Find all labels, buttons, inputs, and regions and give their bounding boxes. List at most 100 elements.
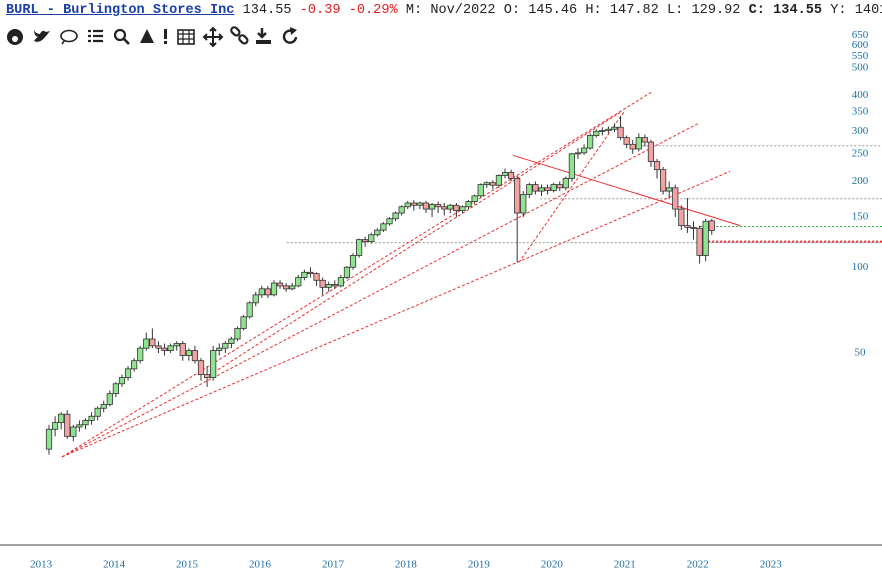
candle-body xyxy=(289,285,296,290)
tool-dashboard[interactable] xyxy=(7,29,23,45)
candle-body xyxy=(465,201,472,208)
tool-move[interactable] xyxy=(202,26,224,48)
tool-triangle[interactable] xyxy=(140,29,154,43)
tool-list[interactable] xyxy=(88,29,103,43)
candle-body xyxy=(605,128,612,131)
candle-body xyxy=(690,226,697,229)
tool-twitter[interactable] xyxy=(34,30,50,42)
candle-body xyxy=(331,284,338,287)
candle-body xyxy=(441,206,448,210)
candle-body xyxy=(587,135,594,149)
x-tick-label: 2014 xyxy=(103,559,126,571)
candle-body xyxy=(173,343,180,347)
candle-body xyxy=(623,137,630,145)
candle-body xyxy=(520,194,527,214)
candle-body xyxy=(191,350,199,362)
candle-body xyxy=(696,227,703,256)
candle-body xyxy=(410,202,417,206)
candle-body xyxy=(246,302,253,318)
y-tick-label: 50 xyxy=(855,347,867,359)
candle-body xyxy=(471,195,478,202)
candle-body xyxy=(495,175,503,186)
candle-body xyxy=(629,143,636,150)
tool-comment[interactable] xyxy=(60,29,78,45)
candle-body xyxy=(131,360,138,370)
candle-body xyxy=(325,284,332,288)
y-tick-label: 600 xyxy=(852,39,869,51)
candle-body xyxy=(635,137,642,150)
candle-body xyxy=(641,137,648,143)
y-tick-label: 500 xyxy=(852,62,869,74)
tool-calendar[interactable] xyxy=(177,29,195,45)
candle-body xyxy=(343,266,351,278)
field-label: L: xyxy=(667,3,684,18)
candle-body xyxy=(228,338,235,344)
candle-body xyxy=(568,153,576,179)
candle-body xyxy=(672,187,679,210)
candle-body xyxy=(580,147,588,154)
field-value: 147.82 xyxy=(609,3,659,18)
candle-body xyxy=(556,184,563,189)
candle-body xyxy=(617,126,624,139)
candle-body xyxy=(362,239,369,243)
field-value: 145.46 xyxy=(528,3,578,18)
candle-body xyxy=(210,350,217,378)
candle-body xyxy=(653,161,661,171)
candle-body xyxy=(252,294,259,304)
candle-body xyxy=(258,288,265,296)
candle-body xyxy=(422,202,430,210)
candle-body xyxy=(349,255,357,268)
candle-body xyxy=(660,169,667,192)
candle-body xyxy=(58,413,65,423)
y-tick-label: 100 xyxy=(852,261,869,273)
tool-alert[interactable] xyxy=(164,29,167,44)
candle-body xyxy=(435,204,442,208)
x-tick-label: 2023 xyxy=(760,559,783,571)
candle-body xyxy=(319,279,326,288)
tool-link[interactable] xyxy=(230,26,249,45)
x-tick-label: 2018 xyxy=(395,559,418,571)
candle-body xyxy=(276,282,284,287)
candle-body xyxy=(295,277,302,287)
candle-body xyxy=(70,426,77,437)
candle-body xyxy=(270,282,278,296)
candle-body xyxy=(313,273,320,281)
symbol-link[interactable]: BURL - Burlington Stores Inc xyxy=(6,3,235,18)
candle-body xyxy=(428,204,436,210)
candle-body xyxy=(216,347,223,351)
x-tick-label: 2022 xyxy=(687,559,709,571)
tool-download[interactable] xyxy=(256,28,271,44)
candle-body xyxy=(678,208,685,226)
candle-body xyxy=(368,234,375,243)
candle-body xyxy=(45,428,53,450)
trend-line xyxy=(61,170,731,458)
candle-body xyxy=(76,424,83,428)
candle-body xyxy=(179,343,186,356)
candle-body xyxy=(532,184,539,192)
tool-search[interactable] xyxy=(113,28,130,45)
quote-header: BURL - Burlington Stores Inc 134.55 -0.3… xyxy=(6,3,882,18)
candle-body xyxy=(544,187,551,191)
x-tick-label: 2017 xyxy=(322,559,345,571)
candle-body xyxy=(112,383,119,395)
candle-body xyxy=(264,288,271,296)
trend-line xyxy=(512,154,741,227)
candle-body xyxy=(453,204,460,212)
candle-body xyxy=(167,345,174,351)
trend-line xyxy=(61,123,699,458)
field-label: M: xyxy=(405,3,423,18)
candle-body xyxy=(514,177,521,214)
candle-body xyxy=(88,415,95,421)
field-value: Nov/2022 xyxy=(430,3,496,18)
candle-body xyxy=(222,343,229,349)
y-tick-label: 650 xyxy=(852,29,869,41)
candle-body xyxy=(562,177,569,189)
candle-body xyxy=(684,225,691,228)
trend-line xyxy=(61,91,653,458)
candle-body xyxy=(459,206,466,212)
candle-body xyxy=(118,377,126,385)
field-label: Y: xyxy=(830,3,847,18)
tool-refresh[interactable] xyxy=(282,27,298,44)
